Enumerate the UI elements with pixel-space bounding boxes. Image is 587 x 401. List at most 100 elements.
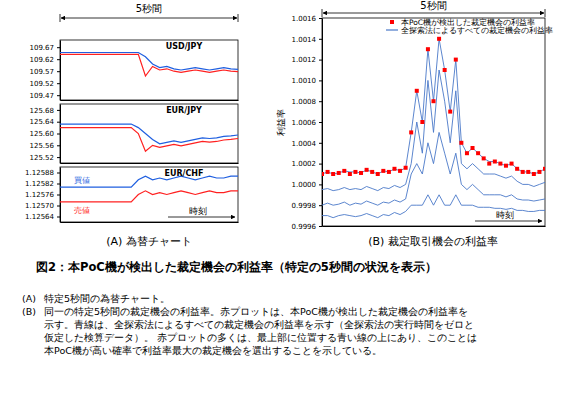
tick-mark (319, 80, 322, 81)
series-line (60, 128, 238, 152)
point (443, 68, 447, 72)
tick: 125.68 (30, 107, 61, 115)
tick-label: 1.12570 (25, 202, 54, 210)
plot-frame (322, 18, 545, 226)
point (537, 170, 541, 174)
tick-label: 1.12588 (25, 169, 54, 177)
note-label: (B) (22, 306, 36, 317)
tick-label: 1.0000 (292, 181, 317, 189)
point (521, 170, 525, 174)
note-text: 特定5秒間の為替チャート。 (44, 293, 170, 304)
tick: 0.9996 (292, 223, 323, 231)
tick-label: 109.52 (30, 80, 55, 88)
tick: 1.0002 (292, 160, 323, 168)
tick-mark (57, 122, 60, 123)
plot-frame (60, 40, 238, 100)
point (459, 141, 463, 145)
tick: 1.0008 (292, 98, 323, 106)
point (487, 162, 491, 166)
point (392, 167, 396, 171)
tick: 125.60 (30, 130, 61, 138)
span-bracket (60, 14, 61, 22)
point (353, 170, 357, 174)
series-line (60, 52, 238, 70)
tick-label: 1.0014 (292, 36, 317, 44)
tick: 109.52 (30, 80, 61, 88)
tick: 109.67 (30, 44, 61, 52)
figure: 109.67109.62109.57109.52109.47USD/JPY5秒間… (0, 0, 587, 401)
time-arrow (168, 217, 235, 218)
legend-label: 売値 (74, 206, 90, 215)
tick-label: 125.60 (30, 130, 55, 138)
point (532, 172, 536, 176)
tick-mark (57, 206, 60, 207)
tick: 1.0000 (292, 181, 323, 189)
point (326, 170, 330, 174)
tick-label: 1.0002 (292, 160, 317, 168)
y-axis: 1.00161.00141.00121.00101.00081.00061.00… (292, 15, 323, 231)
point (409, 130, 413, 134)
axis-title: 時刻 (189, 206, 207, 216)
panel-label: (A) 為替チャート (106, 235, 192, 248)
tick-label: 1.0004 (292, 140, 317, 148)
point (482, 156, 486, 160)
panel-label: (B) 裁定取引機会の利益率 (368, 235, 498, 248)
tick-label: 125.68 (30, 107, 55, 115)
tick: 1.12564 (25, 213, 60, 221)
tick: 125.52 (30, 154, 61, 162)
point (526, 170, 530, 174)
plot-area (322, 37, 545, 218)
point (504, 164, 508, 168)
y-axis: 109.67109.62109.57109.52109.47 (30, 41, 61, 101)
point (493, 160, 497, 164)
tick-label: 1.0006 (292, 119, 317, 127)
note-text: 示す。青線は、全探索法によるすべての裁定機会の利益率を示す（全探索法の実行時間を… (44, 319, 474, 330)
plot-area (60, 52, 238, 76)
point (404, 166, 408, 170)
tick-label: 109.67 (30, 44, 55, 52)
series-line (322, 70, 545, 191)
point (454, 58, 458, 62)
point (381, 169, 385, 173)
span-bracket (238, 14, 239, 22)
tick-mark (319, 39, 322, 40)
series-line (60, 54, 238, 76)
tick-label: 1.12576 (25, 191, 54, 199)
point (437, 37, 441, 41)
note-label: (A) (22, 293, 36, 304)
figure-title: 図2：本PoC機が検出した裁定機会の利益率（特定の5秒間の状況を表示） (36, 260, 437, 274)
tick-mark (319, 143, 322, 144)
tick-label: 1.0012 (292, 56, 317, 64)
tick-label: 125.52 (30, 154, 55, 162)
tick-label: 125.64 (30, 118, 55, 126)
series-line (322, 39, 545, 174)
point (342, 169, 346, 173)
tick: 109.47 (30, 92, 61, 100)
tick-mark (57, 71, 60, 72)
tick-mark (57, 157, 60, 158)
tick: 1.0004 (292, 140, 323, 148)
point (543, 167, 545, 171)
span-bracket (545, 9, 546, 17)
tick-mark (57, 59, 60, 60)
legend-label: 全探索法によるすべての裁定機会の利益率 (401, 26, 553, 35)
tick-label: 109.47 (30, 92, 55, 100)
plot-frame (60, 104, 238, 163)
series-line (322, 132, 545, 205)
point (471, 146, 475, 150)
plot-area (60, 124, 238, 151)
tick-mark (319, 18, 322, 19)
tick: 1.0006 (292, 119, 323, 127)
chart: 109.67109.62109.57109.52109.47USD/JPY5秒間 (30, 3, 239, 101)
point (465, 151, 469, 155)
span-arrow (323, 13, 544, 14)
tick: 1.12588 (25, 169, 60, 177)
point (448, 110, 452, 114)
tick: 1.0012 (292, 56, 323, 64)
point (515, 167, 519, 171)
tick: 1.12570 (25, 202, 60, 210)
tick-mark (319, 205, 322, 206)
tick: 1.0010 (292, 77, 323, 85)
chart: 125.68125.64125.60125.56125.52EUR/JPY (30, 104, 239, 164)
tick-mark (319, 101, 322, 102)
